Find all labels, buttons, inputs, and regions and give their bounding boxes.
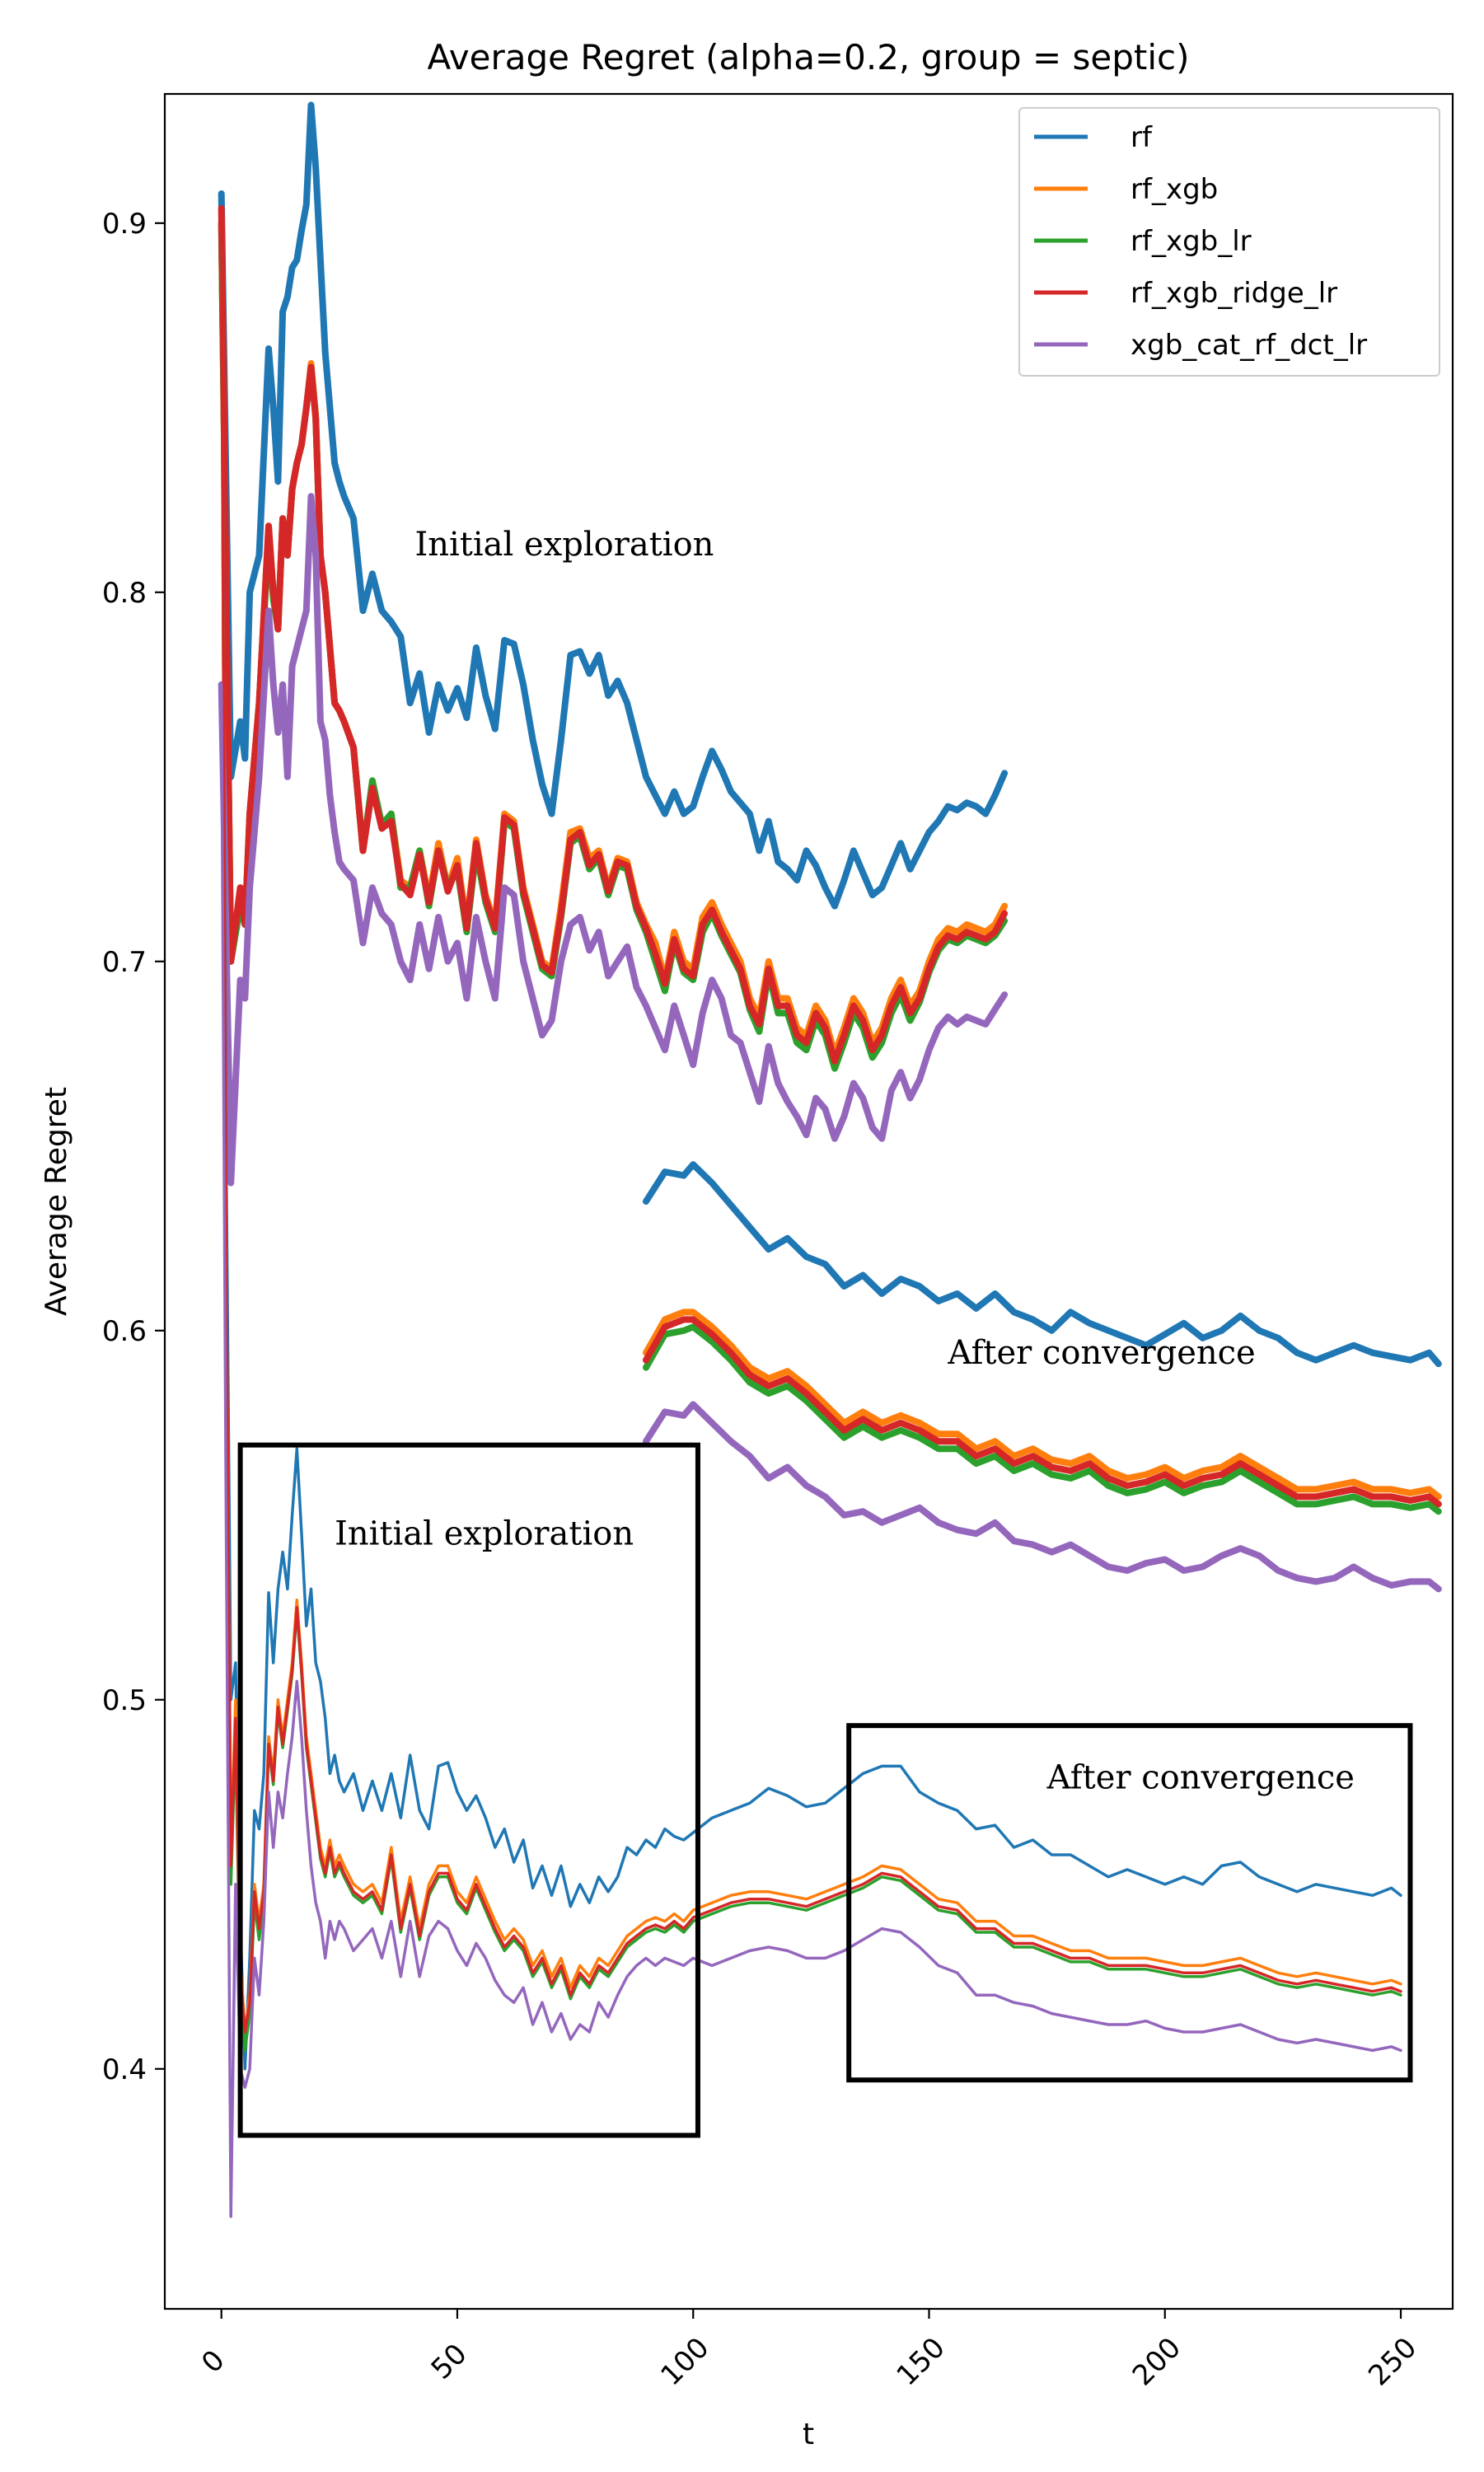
legend-label-rf: rf [1131,121,1153,154]
plot-area [218,101,1442,2218]
panel-initial-exploration-overlay-thick [218,101,1009,1187]
y-tick-label-0.4: 0.4 [102,2053,147,2086]
series-line-rf-xgb-lr-2 [643,1323,1442,1515]
series-line-rf-xgb-2 [643,1309,1442,1501]
y-tick-label-0.5: 0.5 [102,1684,147,1717]
panel-after-convergence-overlay-thick [643,1161,1442,1593]
series-line-rf-xgb-ridge-lr-3 [219,207,1402,2034]
legend: rf rf_xgb rf_xgb_lr rf_xgb_ridge_lr xgb_… [1018,107,1440,377]
annotation-layer: Initial exploration After convergence Init… [237,526,1413,2138]
x-axis-label: t [803,2418,814,2451]
annotation-initial-exploration-3: Initial exploration [335,1515,634,1553]
series-line-rf-3 [219,222,1402,2071]
legend-label-rf-xgb-lr: rf_xgb_lr [1131,225,1252,258]
y-tick-label-0.7: 0.7 [102,946,147,979]
annotation-after-convergence-4: After convergence [1046,1758,1355,1796]
series-line-rf-xgb-ridge-lr-2 [643,1316,1442,1508]
legend-label-rf-xgb-ridge-lr: rf_xgb_ridge_lr [1131,277,1337,310]
y-tick-label-0.8: 0.8 [102,577,147,610]
chart-title: Average Regret (alpha=0.2, group = septi… [428,37,1190,77]
y-axis-label: Average Regret [40,1087,73,1316]
series-line-xgb-cat-rf-dct-lr-1 [218,493,1009,1187]
series-line-xgb-cat-rf-dct-lr-3 [219,683,1402,2218]
series-line-xgb-cat-rf-dct-lr-2 [643,1401,1442,1593]
axes-frame [163,92,1454,2310]
y-tick-label-0.9: 0.9 [102,208,147,241]
series-line-rf-xgb-ridge-lr-1 [218,204,1009,1065]
y-tick-label-0.6: 0.6 [102,1315,147,1348]
highlight-box-initial-exploration [237,1442,700,2138]
legend-label-rf-xgb: rf_xgb [1131,173,1218,206]
annotation-initial-exploration-1: Initial exploration [414,526,714,564]
legend-frame [1018,107,1440,377]
legend-label-xgb-cat-rf-dct-lr: xgb_cat_rf_dct_lr [1131,329,1367,362]
panel-full-series-thin [219,207,1402,2218]
highlight-box-after-convergence [846,1723,1413,2083]
series-line-rf-1 [218,101,1009,910]
annotation-after-convergence-2: After convergence [947,1334,1255,1372]
series-line-rf-2 [643,1161,1442,1368]
